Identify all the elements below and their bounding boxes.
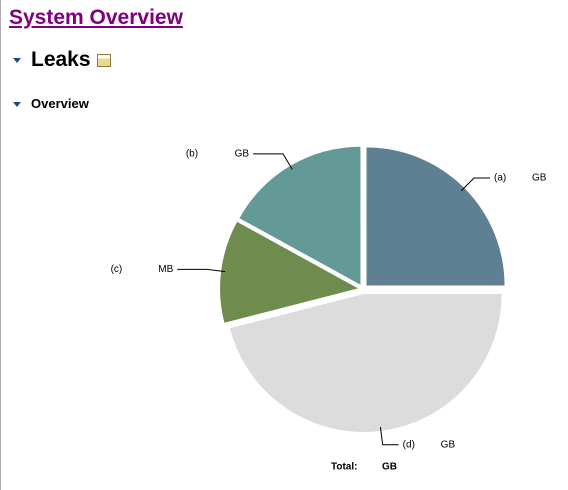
leader-line xyxy=(177,268,226,273)
slice-label: (a) xyxy=(494,173,506,184)
slice-label: (b) xyxy=(186,149,198,160)
pie-slice xyxy=(366,147,505,286)
pie-slice xyxy=(220,221,359,323)
slice-value-label: MB xyxy=(158,264,173,275)
pie-slice xyxy=(229,293,502,432)
leader-line xyxy=(379,426,399,446)
expand-toggle[interactable] xyxy=(13,102,21,108)
slice-value-label: GB xyxy=(532,173,547,184)
pie-slice xyxy=(239,146,361,285)
section-heading[interactable]: Leaks xyxy=(13,48,111,72)
details-icon[interactable] xyxy=(96,53,111,67)
slice-label: (c) xyxy=(111,264,123,275)
leader-line xyxy=(253,153,293,170)
total-label: Total: xyxy=(331,462,357,473)
slice-value-label: GB xyxy=(235,149,250,160)
subsection-heading[interactable]: Overview xyxy=(13,96,89,111)
subsection-title: Overview xyxy=(31,96,89,111)
report-title[interactable]: System Overview xyxy=(9,6,183,29)
slice-value-label: GB xyxy=(441,439,456,450)
total-unit: GB xyxy=(382,462,397,473)
leader-line xyxy=(460,177,491,192)
expand-toggle[interactable] xyxy=(13,57,21,63)
slice-label: (d) xyxy=(403,439,415,450)
section-title: Leaks xyxy=(31,48,91,71)
